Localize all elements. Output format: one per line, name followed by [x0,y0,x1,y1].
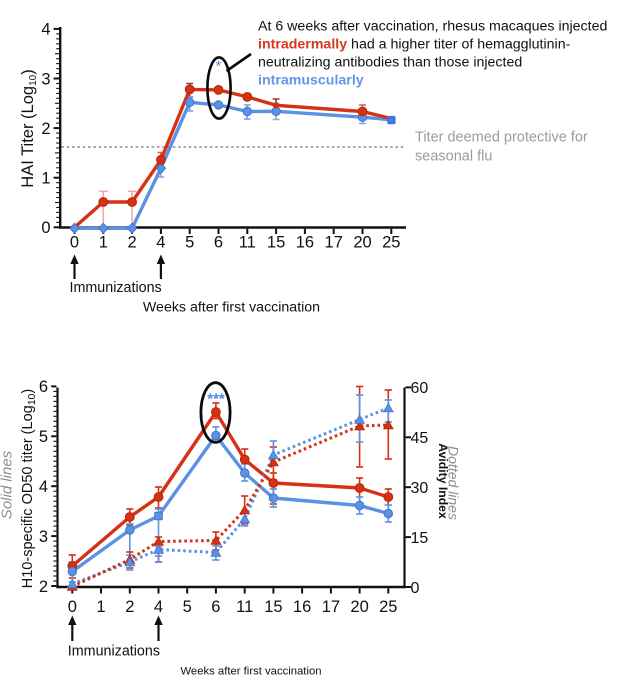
svg-text:6: 6 [39,378,48,396]
svg-text:3: 3 [41,70,50,88]
svg-text:30: 30 [411,480,429,497]
svg-text:Weeks after first vaccination: Weeks after first vaccination [143,300,320,316]
svg-text:4: 4 [39,478,48,496]
svg-text:Titer deemed protective for: Titer deemed protective for [415,130,588,146]
svg-text:seasonal flu: seasonal flu [415,149,492,165]
svg-text:HAI Titer (Log10): HAI Titer (Log10) [19,69,39,187]
svg-text:1: 1 [96,598,105,616]
svg-text:6: 6 [214,234,223,252]
svg-text:1: 1 [41,170,50,188]
svg-text:5: 5 [185,234,194,252]
svg-text:20: 20 [350,598,368,616]
svg-text:4: 4 [154,598,163,616]
svg-text:3: 3 [39,528,48,546]
svg-text:0: 0 [68,598,77,616]
svg-text:17: 17 [322,598,340,616]
svg-text:11: 11 [236,598,253,616]
svg-text:2: 2 [125,598,134,616]
svg-text:intradermally had a higher tit: intradermally had a higher titer of hema… [258,37,571,53]
svg-text:0: 0 [411,580,420,597]
svg-text:4: 4 [156,234,165,252]
svg-text:Avidity Index: Avidity Index [436,443,450,519]
svg-text:***: *** [207,391,225,408]
svg-text:6: 6 [211,598,220,616]
svg-text:2: 2 [128,234,137,252]
svg-text:15: 15 [411,530,429,547]
svg-text:25: 25 [379,598,397,616]
svg-text:0: 0 [41,219,50,237]
svg-text:Immunizations: Immunizations [70,280,162,296]
svg-text:4: 4 [41,21,50,39]
svg-text:Solid lines: Solid lines [0,450,16,519]
svg-text:Immunizations: Immunizations [68,644,160,660]
svg-text:Dotted lines: Dotted lines [446,446,462,520]
svg-text:5: 5 [183,598,192,616]
svg-text:*: * [215,59,221,76]
svg-text:11: 11 [239,234,256,252]
svg-text:0: 0 [70,234,79,252]
svg-text:2: 2 [41,120,50,138]
svg-text:15: 15 [264,598,282,616]
svg-text:15: 15 [267,234,285,252]
svg-text:H10-specific OD50 titer (Log10: H10-specific OD50 titer (Log10) [20,389,38,588]
svg-text:intramuscularly: intramuscularly [258,73,364,89]
svg-text:45: 45 [411,430,429,447]
svg-text:20: 20 [353,234,371,252]
svg-text:neutralizing antibodies than t: neutralizing antibodies than those injec… [258,55,522,71]
svg-text:16: 16 [293,598,311,616]
svg-text:2: 2 [39,578,48,596]
svg-text:Weeks after first vaccination: Weeks after first vaccination [180,666,321,678]
svg-text:At 6 weeks after vaccination,: At 6 weeks after vaccination, rhesus mac… [258,19,607,35]
svg-text:1: 1 [99,234,108,252]
svg-text:5: 5 [39,428,48,446]
svg-text:25: 25 [382,234,400,252]
svg-text:16: 16 [296,234,314,252]
svg-text:60: 60 [411,380,429,397]
svg-text:17: 17 [325,234,343,252]
